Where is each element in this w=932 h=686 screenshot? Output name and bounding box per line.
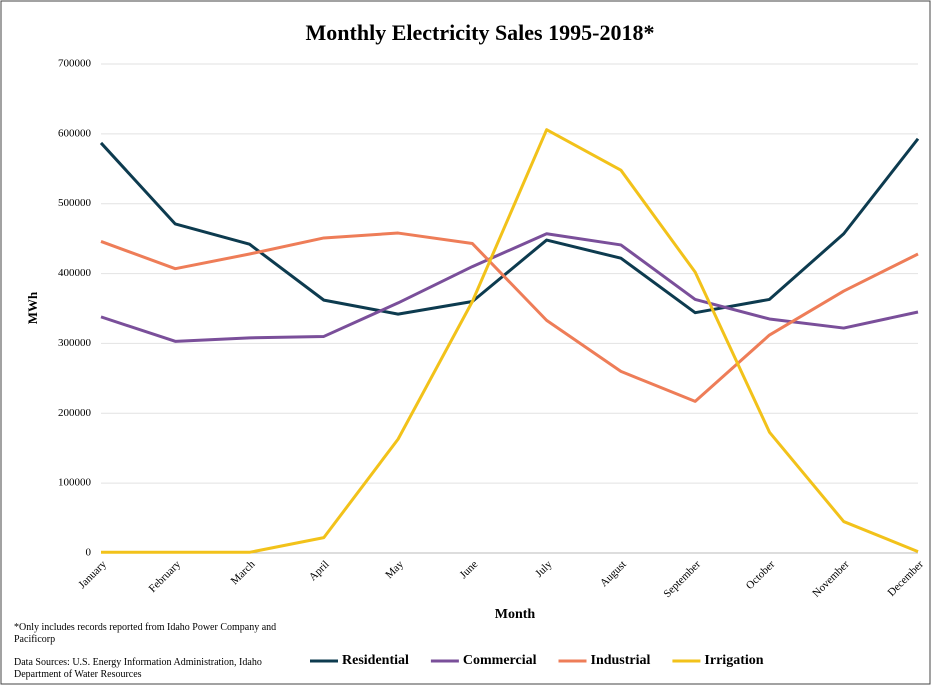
y-tick-label: 0 bbox=[86, 547, 92, 559]
y-tick-label: 500000 bbox=[58, 197, 92, 209]
x-tick-label: February bbox=[147, 558, 184, 595]
legend-label: Residential bbox=[342, 653, 409, 668]
x-axis-label: Month bbox=[495, 607, 536, 622]
y-tick-label: 700000 bbox=[58, 58, 92, 70]
x-tick-label: July bbox=[533, 558, 555, 580]
y-tick-label: 600000 bbox=[58, 127, 92, 139]
x-tick-label: September bbox=[661, 558, 703, 600]
legend-label: Commercial bbox=[463, 653, 537, 668]
footnote: *Only includes records reported from Ida… bbox=[14, 622, 277, 645]
x-tick-label: October bbox=[744, 558, 778, 592]
series-line bbox=[100, 231, 919, 403]
x-tick-label: June bbox=[458, 558, 481, 581]
y-tick-label: 200000 bbox=[58, 407, 92, 419]
x-tick-label: November bbox=[810, 558, 852, 600]
legend-label: Industrial bbox=[591, 653, 651, 668]
series-line bbox=[100, 232, 919, 343]
x-tick-label: January bbox=[76, 558, 109, 591]
y-axis-label: MWh bbox=[25, 291, 40, 324]
y-tick-label: 300000 bbox=[58, 337, 92, 349]
x-tick-label: April bbox=[307, 558, 332, 583]
series-line bbox=[99, 137, 920, 316]
legend-label: Irrigation bbox=[704, 653, 763, 668]
y-tick-label: 400000 bbox=[58, 267, 92, 279]
x-tick-label: May bbox=[383, 558, 406, 581]
x-tick-label: March bbox=[229, 558, 258, 587]
x-tick-label: December bbox=[885, 558, 926, 599]
series-line bbox=[101, 128, 919, 554]
x-tick-label: August bbox=[598, 558, 629, 589]
source: Data Sources: U.S. Energy Information Ad… bbox=[14, 657, 262, 680]
chart-title: Monthly Electricity Sales 1995-2018* bbox=[306, 20, 655, 45]
y-tick-label: 100000 bbox=[58, 477, 92, 489]
